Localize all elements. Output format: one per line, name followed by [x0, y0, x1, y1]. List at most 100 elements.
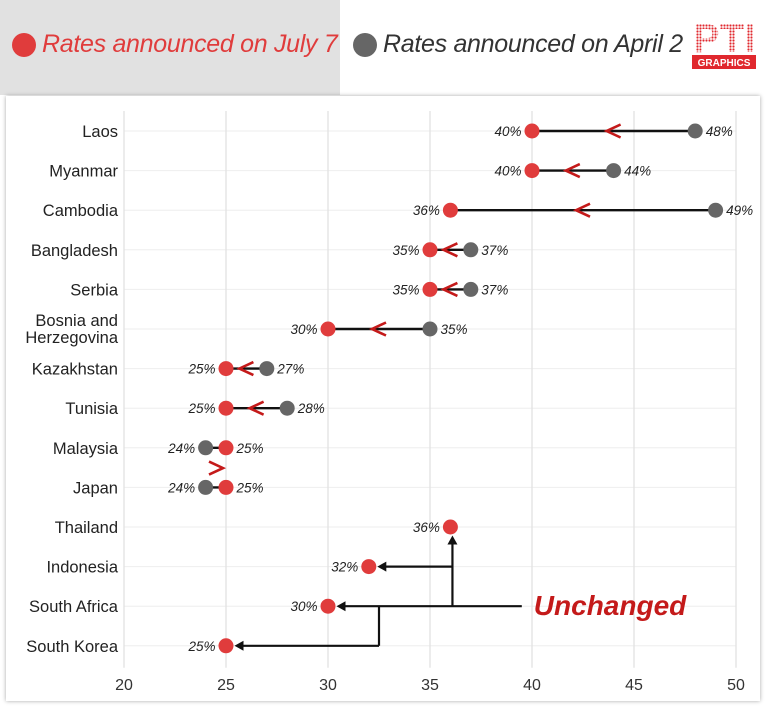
category-label: Cambodia: [43, 202, 119, 220]
july-dot: [320, 598, 336, 614]
april-value-label: 35%: [441, 322, 468, 337]
x-tick-label: 45: [625, 677, 643, 694]
category-label: Tunisia: [65, 400, 118, 418]
category-label: South Korea: [26, 638, 119, 656]
april-dot: [606, 163, 622, 179]
arrowhead-south-korea: [234, 640, 244, 651]
arrowhead-indonesia: [377, 561, 387, 572]
april-dot: [687, 123, 703, 139]
july-value-label: 30%: [290, 322, 317, 337]
july-value-label: 25%: [236, 480, 264, 495]
x-tick-label: 25: [217, 677, 235, 694]
april-dot: [198, 440, 214, 456]
legend-item-july: Rates announced on July 7: [12, 30, 338, 59]
april-value-label: 37%: [481, 282, 508, 297]
pti-graphics-logo: PTI GRAPHICS: [690, 12, 758, 70]
july-dot: [218, 361, 234, 377]
category-label: Malaysia: [53, 440, 119, 458]
april-dot: [463, 281, 479, 297]
category-label-line: Myanmar: [49, 163, 118, 181]
july-value-label: 25%: [236, 441, 264, 456]
x-tick-label: 30: [319, 677, 337, 694]
april-value-label: 37%: [481, 243, 508, 258]
april-value-label: 24%: [167, 480, 195, 495]
x-tick-label: 40: [523, 677, 541, 694]
april-value-label: 27%: [276, 362, 304, 377]
category-label-line: Indonesia: [46, 559, 118, 577]
logo-graphic: PTI GRAPHICS: [692, 17, 756, 69]
april-value-label: 49%: [726, 203, 753, 218]
july-value-label: 40%: [494, 124, 521, 139]
july-value-label: 30%: [290, 599, 317, 614]
april-value-label: 28%: [297, 401, 325, 416]
decrease-chevron: [246, 400, 265, 416]
logo-band: [692, 55, 756, 69]
decrease-chevron: [440, 281, 458, 298]
legend-dot-april: [353, 32, 377, 57]
april-dot: [422, 321, 438, 337]
april-value-label: 48%: [706, 124, 733, 139]
x-tick-label: 50: [727, 677, 745, 694]
july-value-label: 35%: [392, 243, 419, 258]
decrease-chevron: [236, 360, 254, 377]
category-label: South Africa: [29, 598, 119, 616]
legend-item-april: Rates announced on April 2: [353, 30, 683, 59]
category-label: Indonesia: [46, 559, 118, 577]
category-label-line: Laos: [82, 123, 118, 141]
category-label-line: Thailand: [55, 519, 118, 537]
category-label: Thailand: [55, 519, 118, 537]
x-tick-label: 20: [115, 677, 133, 694]
july-dot: [442, 202, 458, 218]
july-dot: [422, 242, 438, 258]
april-dot: [708, 202, 724, 218]
legend-label-july: Rates announced on July 7: [42, 30, 338, 58]
legend-dot-july: [12, 32, 36, 57]
decrease-chevron: [603, 123, 622, 139]
category-label: Japan: [73, 479, 118, 497]
category-label-line: South Korea: [26, 638, 119, 656]
july-dot: [218, 400, 234, 416]
july-value-label: 25%: [187, 639, 215, 654]
logo-mark-text: PTI: [693, 17, 755, 61]
category-label: Serbia: [70, 281, 119, 299]
logo-graphics-text: GRAPHICS: [698, 58, 751, 69]
july-dot: [442, 519, 458, 535]
category-label-line: Kazakhstan: [32, 361, 118, 379]
dumbbell-chart: 20 25 30 35 40 45 50 Laos Myanmar Cambodia Banglad…: [25, 111, 753, 694]
legend-label-april: Rates announced on April 2: [383, 30, 683, 58]
category-label: Bangladesh: [31, 242, 118, 260]
category-label: Laos: [82, 123, 118, 141]
july-value-label: 40%: [494, 164, 521, 179]
decrease-chevron: [562, 162, 581, 179]
july-dot: [218, 440, 234, 456]
july-value-label: 36%: [413, 520, 440, 535]
july-value-label: 25%: [187, 362, 215, 377]
x-tick-label: 35: [421, 677, 439, 694]
july-dot: [524, 123, 540, 139]
arrowhead-thailand: [447, 535, 458, 545]
decrease-chevron: [368, 321, 387, 337]
category-label: Myanmar: [49, 163, 118, 181]
july-dot: [218, 479, 234, 495]
category-label-line: Japan: [73, 479, 118, 497]
july-dot: [320, 321, 336, 337]
july-dot: [422, 281, 438, 297]
category-label-line: Cambodia: [43, 202, 119, 220]
july-value-label: 36%: [413, 203, 440, 218]
april-dot: [463, 242, 479, 258]
category-label-line: Herzegovina: [25, 329, 118, 347]
unchanged-annotation: Unchanged: [534, 590, 687, 621]
april-dot: [259, 361, 275, 377]
july-dot: [361, 559, 377, 575]
decrease-chevron: [572, 202, 591, 218]
increase-chevron: [208, 460, 227, 476]
decrease-chevron: [440, 242, 458, 258]
april-value-label: 44%: [624, 164, 651, 179]
april-dot: [198, 479, 214, 495]
arrowhead-south-africa: [336, 601, 346, 612]
category-label: Kazakhstan: [32, 361, 118, 379]
category-label: Bosnia and Herzegovina: [25, 312, 118, 347]
category-label-line: Bangladesh: [31, 242, 118, 260]
legend-band: [0, 0, 340, 95]
april-dot: [279, 400, 295, 416]
